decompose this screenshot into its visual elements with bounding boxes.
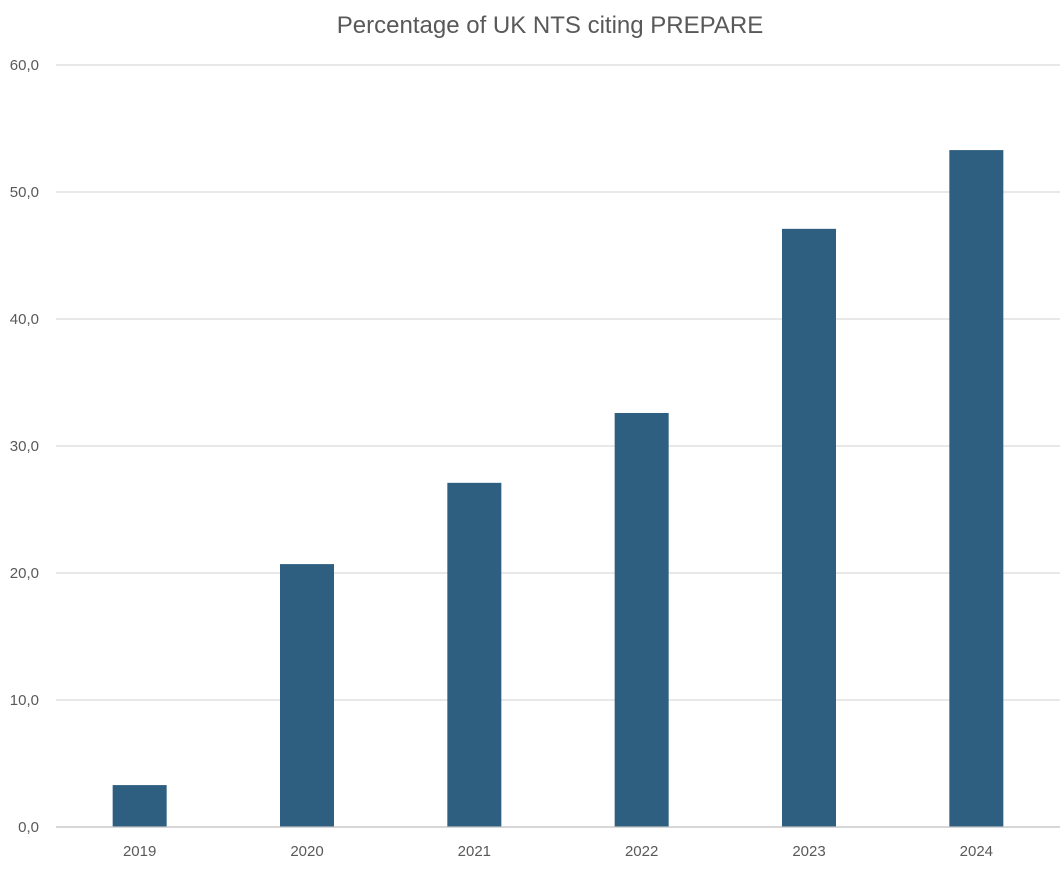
y-tick-label: 40,0 bbox=[10, 311, 39, 328]
y-tick-label: 50,0 bbox=[10, 184, 39, 201]
bar-2021 bbox=[447, 482, 502, 827]
x-tick-label: 2021 bbox=[458, 843, 491, 860]
x-tick-label: 2019 bbox=[123, 843, 156, 860]
chart-title: Percentage of UK NTS citing PREPARE bbox=[337, 12, 763, 39]
y-axis-tick-labels: 0,0 10,0 20,0 30,0 40,0 50,0 60,0 bbox=[10, 57, 39, 836]
x-tick-label: 2023 bbox=[792, 843, 825, 860]
y-tick-label: 20,0 bbox=[10, 565, 39, 582]
bar-2019 bbox=[112, 785, 167, 827]
x-tick-label: 2022 bbox=[625, 843, 658, 860]
bar-2023 bbox=[782, 228, 836, 827]
x-tick-label: 2024 bbox=[960, 843, 993, 860]
bar-2022 bbox=[614, 412, 669, 827]
x-tick-label: 2020 bbox=[290, 843, 323, 860]
y-tick-label: 30,0 bbox=[10, 438, 39, 455]
bars bbox=[112, 150, 1004, 828]
y-tick-label: 0,0 bbox=[18, 819, 39, 836]
y-tick-label: 60,0 bbox=[10, 57, 39, 74]
bar-2024 bbox=[949, 150, 1004, 828]
x-axis-tick-labels: 2019 2020 2021 2022 2023 2024 bbox=[123, 843, 993, 860]
bar-2020 bbox=[280, 564, 334, 827]
gridlines bbox=[56, 64, 1060, 701]
y-tick-label: 10,0 bbox=[10, 692, 39, 709]
